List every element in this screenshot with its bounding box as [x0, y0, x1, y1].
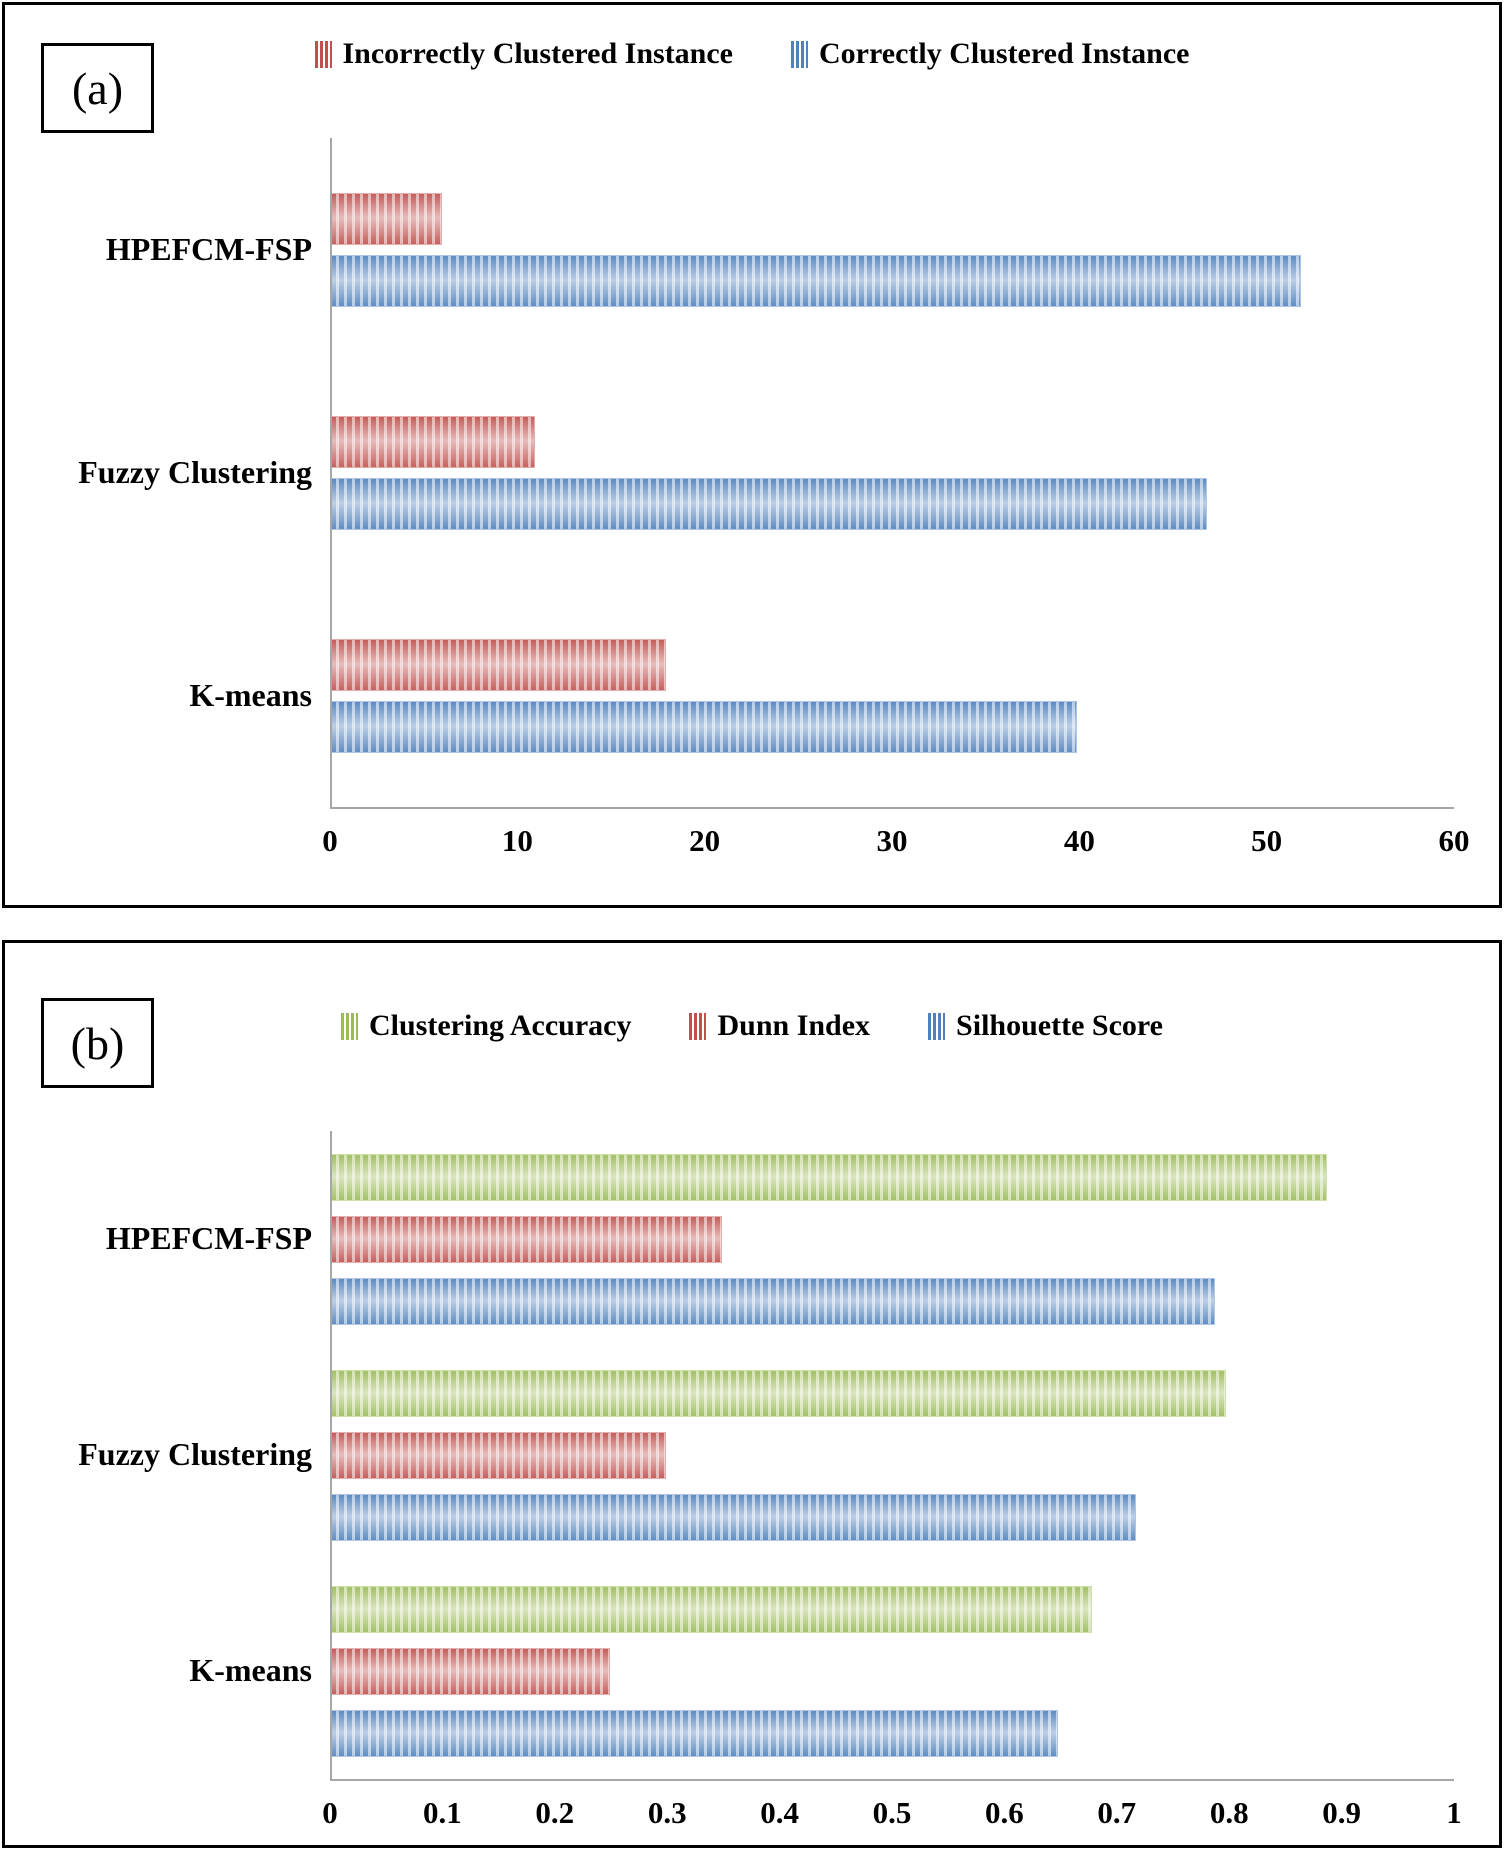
legend-swatch-icon: [689, 1012, 707, 1040]
legend-swatch-icon: [791, 40, 808, 68]
category-label: K-means: [189, 1652, 312, 1689]
legend-item-dunn-index: Dunn Index: [689, 1009, 870, 1043]
plot-area: HPEFCM-FSP Fuzzy Clustering K-means: [5, 1131, 1499, 1781]
x-tick-label: 0.7: [1097, 1795, 1137, 1830]
legend-label: Incorrectly Clustered Instance: [342, 37, 734, 70]
category-label: HPEFCM-FSP: [105, 230, 312, 267]
x-tick-label: 0.5: [872, 1795, 912, 1830]
x-tick-label: 0.3: [647, 1795, 687, 1830]
legend: Clustering Accuracy Dunn Index Silhouette …: [5, 1005, 1499, 1047]
panel-a-label-box: (a): [41, 43, 154, 133]
bar-incorrectly-clustered-instance: [330, 638, 666, 691]
bar-silhouette-score: [330, 1493, 1137, 1541]
bar-dunn-index: [330, 1647, 610, 1695]
x-tick-label: 40: [1063, 823, 1095, 858]
legend-item-correctly-clustered-instance: Correctly Clustered Instance: [791, 37, 1190, 71]
panel-b-label: (b): [70, 1017, 125, 1069]
bars: [330, 1563, 1450, 1779]
legend-swatch-icon: [341, 1012, 358, 1040]
bar-group-fuzzy-clustering: Fuzzy Clustering: [5, 361, 1499, 584]
legend-label: Clustering Accuracy: [369, 1009, 632, 1042]
bar-clustering-accuracy: [330, 1369, 1226, 1417]
chart-a: HPEFCM-FSP Fuzzy Clustering K-means 0 10 20 3…: [5, 138, 1499, 869]
x-tick-label: 30: [876, 823, 908, 858]
chart-b: HPEFCM-FSP Fuzzy Clustering K-means 0 0.1 0.…: [5, 1131, 1499, 1841]
legend-swatch-icon: [928, 1012, 946, 1040]
x-tick-label: 0.9: [1322, 1795, 1361, 1830]
bar-dunn-index: [330, 1431, 666, 1479]
legend-label: Dunn Index: [717, 1009, 871, 1042]
x-tick-label: 0.6: [985, 1795, 1024, 1830]
x-tick-label: 0.4: [760, 1795, 799, 1830]
panel-a: (a) Incorrectly Clustered Instance Correc…: [2, 2, 1502, 908]
legend-item-incorrectly-clustered-instance: Incorrectly Clustered Instance: [314, 37, 734, 71]
bar-group-hpefcm-fsp: HPEFCM-FSP: [5, 138, 1499, 361]
bar-correctly-clustered-instance: [330, 477, 1208, 530]
x-axis: 0 0.1 0.2 0.3 0.4 0.5 0.6 0.7 0.8 0.9 1: [322, 1779, 1462, 1841]
bar-incorrectly-clustered-instance: [330, 415, 536, 468]
legend-swatch-icon: [314, 40, 332, 68]
bars: [330, 361, 1450, 584]
bar-group-hpefcm-fsp: HPEFCM-FSP: [5, 1131, 1499, 1347]
bar-silhouette-score: [330, 1709, 1058, 1757]
bar-group-k-means: K-means: [5, 1563, 1499, 1779]
x-axis: 0 10 20 30 40 50 60: [322, 807, 1469, 869]
category-label: K-means: [189, 676, 312, 713]
bar-group-k-means: K-means: [5, 584, 1499, 807]
x-tick-label: 1: [1446, 1795, 1462, 1830]
category-label: HPEFCM-FSP: [105, 1220, 312, 1257]
panel-a-label: (a): [71, 62, 124, 114]
legend-label: Silhouette Score: [956, 1009, 1163, 1042]
bar-incorrectly-clustered-instance: [330, 192, 442, 245]
y-axis-line: [330, 1131, 332, 1779]
legend: Incorrectly Clustered Instance Correctly …: [5, 33, 1499, 75]
plot-area: HPEFCM-FSP Fuzzy Clustering K-means: [5, 138, 1499, 809]
bar-correctly-clustered-instance: [330, 700, 1077, 753]
x-tick-label: 0: [322, 1795, 338, 1830]
x-tick-label: 20: [689, 823, 721, 858]
bars: [330, 1131, 1450, 1347]
bar-group-fuzzy-clustering: Fuzzy Clustering: [5, 1347, 1499, 1563]
bar-dunn-index: [330, 1215, 722, 1263]
plot-groups: HPEFCM-FSP Fuzzy Clustering K-means: [5, 138, 1499, 807]
bar-silhouette-score: [330, 1277, 1215, 1325]
x-tick-label: 0: [322, 823, 338, 858]
x-tick-label: 50: [1251, 823, 1283, 858]
x-tick-label: 10: [501, 823, 533, 858]
panel-b: (b) Clustering Accuracy Dunn Index Silhoue…: [2, 940, 1502, 1848]
category-label: Fuzzy Clustering: [78, 453, 312, 490]
bars: [330, 1347, 1450, 1563]
bar-correctly-clustered-instance: [330, 254, 1301, 307]
plot-groups: HPEFCM-FSP Fuzzy Clustering K-means: [5, 1131, 1499, 1779]
category-label: Fuzzy Clustering: [78, 1436, 312, 1473]
legend-item-silhouette-score: Silhouette Score: [928, 1009, 1163, 1043]
bar-clustering-accuracy: [330, 1153, 1327, 1201]
bars: [330, 138, 1450, 361]
y-axis-line: [330, 138, 332, 807]
legend-item-clustering-accuracy: Clustering Accuracy: [341, 1009, 631, 1043]
bars: [330, 584, 1450, 807]
x-tick-label: 0.2: [535, 1795, 575, 1830]
x-tick-label: 0.8: [1209, 1795, 1249, 1830]
x-tick-label: 0.1: [423, 1795, 462, 1830]
x-axis-line: [330, 1779, 1454, 1781]
panel-b-label-box: (b): [41, 998, 154, 1088]
bar-clustering-accuracy: [330, 1585, 1092, 1633]
legend-label: Correctly Clustered Instance: [819, 37, 1190, 70]
x-tick-label: 60: [1438, 823, 1470, 858]
x-axis-line: [330, 807, 1454, 809]
